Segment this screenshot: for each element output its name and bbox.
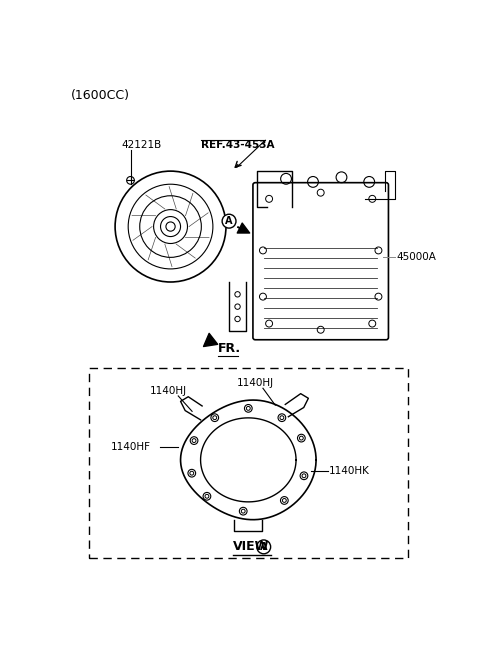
Text: 1140HJ: 1140HJ — [237, 379, 274, 388]
FancyArrowPatch shape — [237, 223, 250, 233]
Text: (1600CC): (1600CC) — [71, 89, 130, 102]
Bar — [89, 368, 408, 558]
Text: VIEW: VIEW — [233, 541, 269, 554]
Text: A: A — [225, 216, 233, 226]
Text: 45000A: 45000A — [396, 253, 436, 262]
Text: 1140HF: 1140HF — [111, 441, 151, 452]
Text: A: A — [260, 542, 267, 552]
Text: REF.43-453A: REF.43-453A — [201, 140, 275, 150]
Circle shape — [166, 222, 175, 231]
Circle shape — [257, 540, 271, 554]
Text: 42121B: 42121B — [121, 140, 161, 150]
Text: 1140HK: 1140HK — [329, 466, 370, 476]
FancyArrowPatch shape — [204, 333, 217, 346]
Text: FR.: FR. — [218, 342, 241, 355]
Circle shape — [222, 215, 236, 228]
Text: 1140HJ: 1140HJ — [150, 386, 187, 396]
